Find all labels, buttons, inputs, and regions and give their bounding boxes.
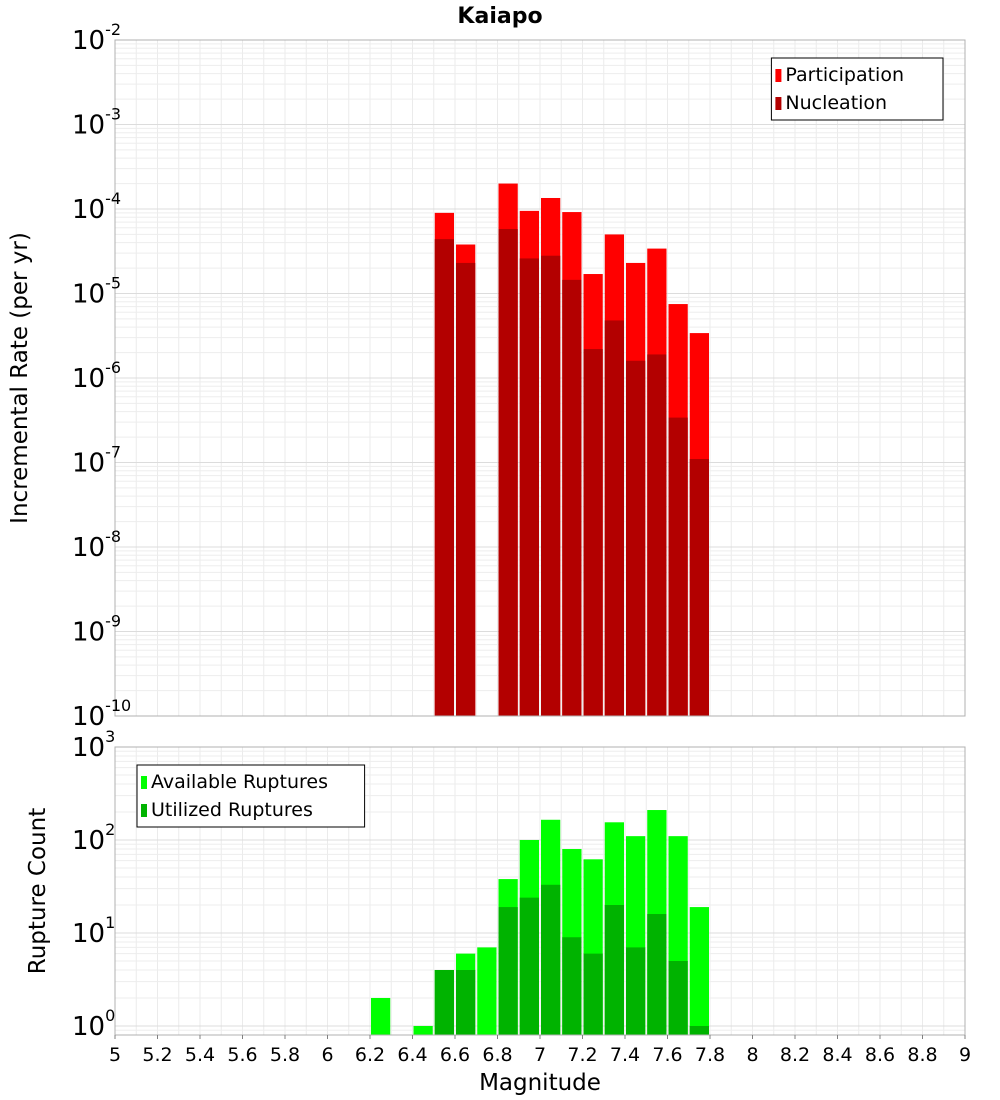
- x-tick-label: 9: [959, 1044, 971, 1066]
- bar-series2: [434, 969, 454, 1035]
- bottom-bars: [371, 810, 709, 1035]
- top-y-ticks: 10-10 10-9 10-8 10-7 10-6 10-5 10-4 10-3 10-2: [72, 20, 131, 732]
- top-grid: [114, 39, 966, 717]
- x-tick-label: 7.4: [610, 1044, 640, 1066]
- bar-series2: [562, 279, 582, 716]
- x-tick-label: 6.6: [440, 1044, 470, 1066]
- bar-series2: [456, 969, 476, 1035]
- bottom-panel: 100 101 102 103 5 5.2 5.4 5.6 5.8 6 6.2 6.4 6.6 6.8 7…: [25, 727, 971, 1096]
- y-tick-label: 10-8: [72, 527, 121, 563]
- y-tick-label: 101: [72, 913, 115, 949]
- bar-series1: [371, 997, 391, 1035]
- top-panel: 10-10 10-9 10-8 10-7 10-6 10-5 10-4 10-3 10-2 In…: [7, 20, 966, 732]
- x-tick-label: 5.6: [227, 1044, 257, 1066]
- bar-series2: [519, 258, 539, 716]
- bar-series2: [647, 354, 667, 716]
- x-tick-label: 6.4: [397, 1044, 427, 1066]
- bar-series2: [583, 953, 603, 1035]
- bar-series2: [604, 904, 624, 1035]
- top-y-axis-title: Incremental Rate (per yr): [7, 232, 33, 524]
- x-tick-label: 7: [534, 1044, 546, 1066]
- legend-label: Nucleation: [785, 92, 887, 114]
- chart-title: Kaiapo: [457, 4, 542, 29]
- legend-swatch: [141, 804, 147, 817]
- y-tick-label: 10-10: [72, 696, 131, 732]
- y-tick-label: 10-2: [72, 20, 121, 56]
- top-bars: [434, 183, 709, 717]
- bar-series1: [413, 1025, 433, 1035]
- x-tick-label: 8.4: [822, 1044, 852, 1066]
- y-tick-label: 102: [72, 820, 115, 856]
- y-tick-label: 10-4: [72, 189, 121, 225]
- bar-series2: [541, 255, 561, 716]
- y-tick-label: 10-5: [72, 274, 121, 310]
- bar-series2: [519, 897, 539, 1035]
- bar-series2: [434, 239, 454, 717]
- x-tick-label: 7.6: [652, 1044, 682, 1066]
- bar-series2: [498, 228, 518, 716]
- bottom-x-ticks: 5 5.2 5.4 5.6 5.8 6 6.2 6.4 6.6 6.8 7 7.2 7.4 7.6 7.8 8…: [109, 1035, 971, 1066]
- bottom-grid: [114, 746, 966, 1036]
- y-tick-label: 10-9: [72, 612, 121, 648]
- x-tick-label: 8.6: [865, 1044, 895, 1066]
- x-tick-label: 6.2: [355, 1044, 385, 1066]
- x-tick-label: 6.8: [482, 1044, 512, 1066]
- x-tick-label: 6: [321, 1044, 333, 1066]
- legend-swatch: [141, 776, 147, 789]
- bar-series2: [689, 459, 709, 716]
- bar-series2: [562, 937, 582, 1035]
- x-tick-label: 5.8: [270, 1044, 300, 1066]
- bar-series2: [668, 960, 688, 1035]
- top-plot-frame: [114, 39, 966, 717]
- top-legend: Participation Nucleation: [770, 57, 944, 121]
- legend-swatch: [775, 69, 782, 82]
- bottom-legend: Available Ruptures Utilized Ruptures: [136, 764, 366, 828]
- x-tick-label: 5.4: [185, 1044, 215, 1066]
- y-tick-label: 10-3: [72, 105, 121, 141]
- x-tick-label: 5.2: [142, 1044, 172, 1066]
- y-tick-label: 100: [72, 1006, 115, 1042]
- legend-label: Utilized Ruptures: [151, 799, 313, 821]
- bar-series2: [583, 349, 603, 716]
- bar-series2: [498, 907, 518, 1035]
- y-tick-label: 10-7: [72, 443, 121, 479]
- bottom-y-ticks: 100 101 102 103: [72, 727, 115, 1042]
- legend-label: Available Ruptures: [151, 771, 328, 793]
- legend-box: [770, 57, 944, 121]
- legend-box: [136, 764, 366, 828]
- x-tick-label: 7.8: [695, 1044, 725, 1066]
- x-tick-label: 5: [109, 1044, 121, 1066]
- bottom-y-axis-title: Rupture Count: [25, 808, 51, 974]
- bar-series2: [626, 360, 646, 716]
- bar-series2: [647, 914, 667, 1035]
- bar-series1: [689, 907, 709, 1035]
- x-axis-title: Magnitude: [479, 1070, 601, 1096]
- legend-label: Participation: [785, 64, 904, 86]
- bar-series2: [541, 884, 561, 1035]
- x-tick-label: 8.2: [780, 1044, 810, 1066]
- y-tick-label: 103: [72, 727, 115, 763]
- bar-series2: [689, 1025, 709, 1035]
- bar-series1: [477, 947, 497, 1035]
- x-tick-label: 8.8: [907, 1044, 937, 1066]
- x-tick-label: 7.2: [567, 1044, 597, 1066]
- x-tick-label: 8: [746, 1044, 758, 1066]
- bar-series2: [668, 417, 688, 716]
- bar-series2: [604, 320, 624, 716]
- bar-series2: [456, 262, 476, 716]
- bar-series2: [626, 947, 646, 1035]
- y-tick-label: 10-6: [72, 358, 121, 394]
- legend-swatch: [775, 97, 782, 110]
